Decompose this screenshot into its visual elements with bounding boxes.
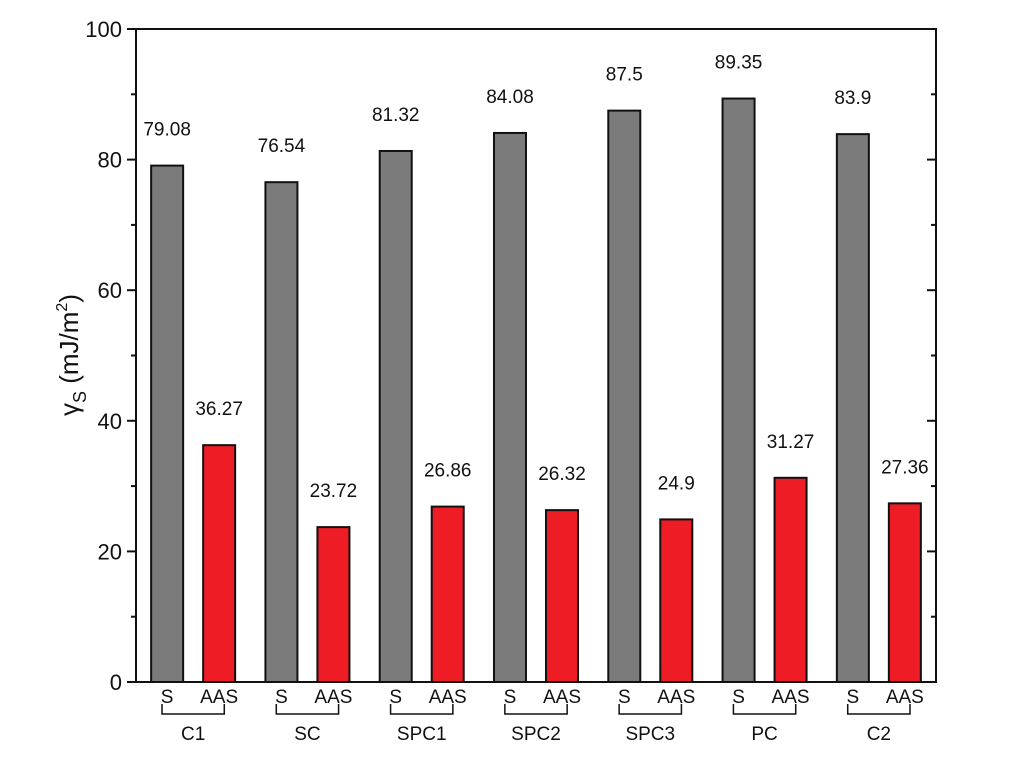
- data-label: 27.36: [881, 457, 929, 478]
- bar-SPC3-S: [607, 109, 642, 683]
- y-axis: 0 20 40 60 80 100: [85, 17, 936, 695]
- data-label: 31.27: [767, 432, 815, 453]
- bar-PC-AAS: [773, 476, 808, 683]
- y-tick-label: 40: [98, 409, 122, 434]
- x-sub-label: AAS: [543, 687, 581, 708]
- group-bracket: [732, 704, 797, 715]
- bar-SPC1-AAS: [430, 505, 465, 683]
- x-sub-label: S: [389, 687, 402, 708]
- x-axis: S AAS C1 S AAS SC S AAS SPC1 S AAS SPC2 S AAS SPC3 S AAS…: [161, 687, 924, 745]
- x-category-label: C2: [867, 724, 891, 745]
- bar-C1-S: [150, 164, 185, 683]
- bar-SPC2-S: [493, 131, 527, 684]
- x-category-label: SPC1: [397, 724, 447, 745]
- bars-layer: [150, 97, 922, 684]
- y-axis-title: γS (mJ/m2): [54, 294, 90, 416]
- bar-SPC3-AAS: [659, 518, 694, 684]
- x-sub-label: S: [161, 687, 174, 708]
- group-bracket: [161, 704, 226, 715]
- data-label: 79.08: [143, 120, 191, 141]
- data-label: 26.86: [424, 461, 472, 482]
- x-category-label: SPC3: [625, 724, 675, 745]
- bar-PC-S: [721, 97, 756, 684]
- x-sub-label: S: [618, 687, 631, 708]
- y-tick-label: 80: [98, 148, 122, 173]
- data-label: 84.08: [486, 87, 534, 108]
- bar-C2-AAS: [887, 502, 922, 683]
- data-label: 87.5: [606, 65, 643, 86]
- bar-C2-S: [835, 133, 870, 683]
- y-axis-title-superscript: 2: [54, 303, 71, 312]
- x-sub-label: AAS: [657, 687, 695, 708]
- x-sub-label: S: [732, 687, 745, 708]
- bar-SC-AAS: [316, 526, 351, 683]
- x-sub-label: AAS: [314, 687, 352, 708]
- group-bracket: [275, 704, 340, 715]
- data-label: 23.72: [310, 481, 358, 502]
- x-sub-label: AAS: [429, 687, 467, 708]
- y-axis-title-close: ): [54, 294, 84, 303]
- x-sub-label: AAS: [772, 687, 810, 708]
- x-sub-label: S: [847, 687, 860, 708]
- data-label: 26.32: [538, 464, 586, 485]
- x-sub-label: S: [504, 687, 517, 708]
- y-axis-title-subscript: S: [70, 391, 90, 403]
- x-category-label: C1: [181, 724, 205, 745]
- bar-SPC2-AAS: [545, 509, 579, 683]
- data-label: 81.32: [372, 105, 420, 126]
- bar-SPC1-S: [378, 149, 413, 683]
- bar-C1-AAS: [202, 444, 237, 683]
- group-bracket: [389, 704, 454, 715]
- group-bracket: [846, 704, 911, 715]
- plot-frame: [135, 28, 937, 683]
- data-label: 83.9: [834, 88, 871, 109]
- x-category-label: SPC2: [511, 724, 561, 745]
- data-label: 76.54: [258, 136, 306, 157]
- y-tick-label: 0: [110, 670, 122, 695]
- y-tick-label: 60: [98, 278, 122, 303]
- group-bracket: [504, 704, 568, 715]
- x-sub-label: AAS: [886, 687, 924, 708]
- x-category-label: SC: [294, 724, 320, 745]
- x-sub-label: AAS: [200, 687, 238, 708]
- y-axis-title-symbol: γ: [54, 403, 84, 416]
- x-category-label: PC: [751, 724, 777, 745]
- y-tick-label: 20: [98, 539, 122, 564]
- group-bracket: [618, 704, 683, 715]
- y-axis-title-unit: (mJ/m: [54, 312, 84, 391]
- y-tick-label: 100: [85, 17, 122, 42]
- data-label: 36.27: [195, 399, 243, 420]
- data-labels-layer: 79.08 36.27 76.54 23.72 81.32 26.86 84.08 26.32…: [143, 53, 928, 503]
- data-label: 89.35: [715, 53, 763, 74]
- x-sub-label: S: [275, 687, 288, 708]
- data-label: 24.9: [658, 473, 695, 494]
- bar-SC-S: [264, 181, 299, 684]
